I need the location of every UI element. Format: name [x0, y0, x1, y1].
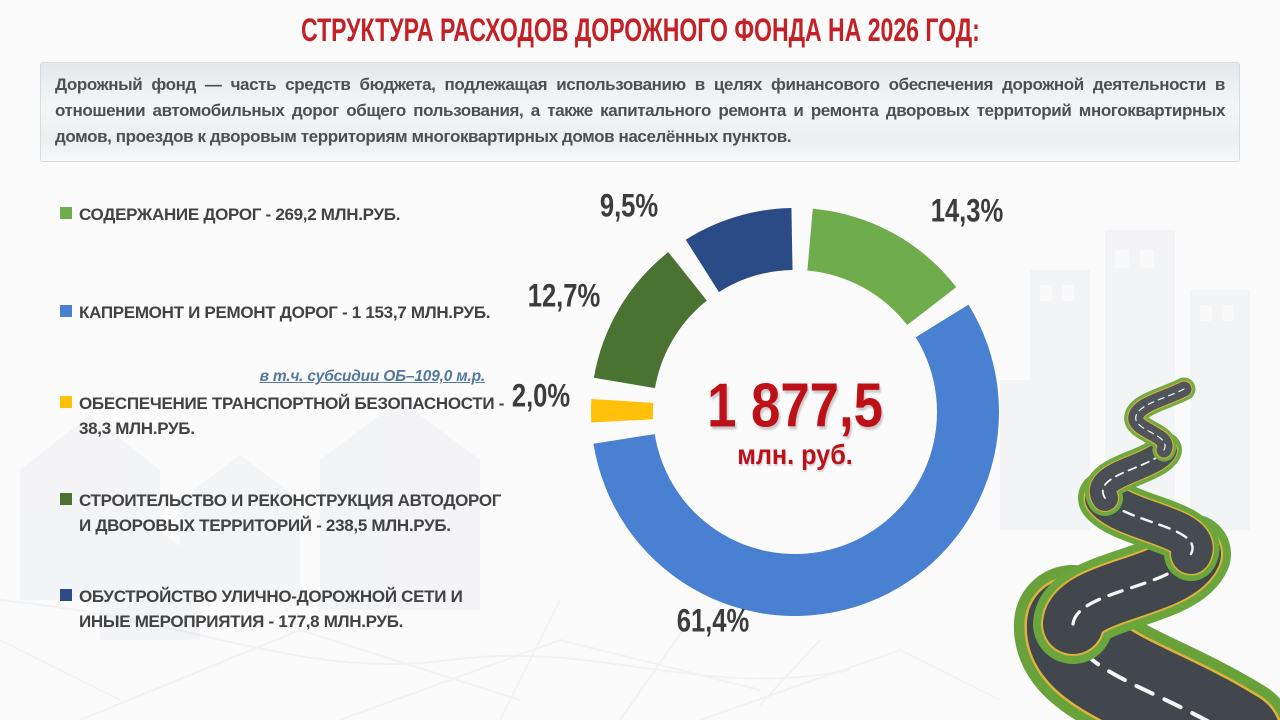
donut-total-unit: млн. руб. — [737, 439, 853, 470]
subsidy-note: в т.ч. субсидии ОБ–109,0 м.р. — [259, 368, 486, 385]
definition-box: Дорожный фонд — часть средств бюджета, п… — [40, 62, 1240, 162]
definition-text: Дорожный фонд — часть средств бюджета, п… — [55, 75, 1225, 146]
legend-label: СТРОИТЕЛЬСТВО И РЕКОНСТРУКЦИЯ АВТОДОРОГ … — [79, 491, 502, 535]
page-title: СТРУКТУРА РАСХОДОВ ДОРОЖНОГО ФОНДА НА 20… — [300, 12, 980, 48]
donut-chart — [591, 208, 999, 616]
pct-label-overhaul-repair: 61,4% — [676, 602, 750, 639]
pct-label-transport-safety: 2,0% — [511, 377, 571, 414]
legend-item-transport-safety: ОБЕСПЕЧЕНИЕ ТРАНСПОРТНОЙ БЕЗОПАСНОСТИ - … — [60, 391, 504, 441]
legend-bullet-dark-green — [60, 493, 72, 505]
legend-bullet-yellow — [60, 396, 72, 408]
donut-segment-1 — [593, 304, 999, 616]
road-illustration — [1014, 377, 1280, 720]
legend-bullet-green — [60, 207, 72, 219]
donut-segment-4 — [685, 208, 793, 293]
legend-label: КАПРЕМОНТ И РЕМОНТ ДОРОГ - 1 153,7 МЛН.Р… — [79, 303, 491, 322]
legend-label: СОДЕРЖАНИЕ ДОРОГ - 269,2 МЛН.РУБ. — [79, 205, 401, 224]
legend-label: ОБЕСПЕЧЕНИЕ ТРАНСПОРТНОЙ БЕЗОПАСНОСТИ - … — [79, 394, 505, 438]
donut-segment-0 — [807, 208, 957, 326]
legend-bullet-blue — [60, 305, 72, 317]
pct-label-road-maintenance: 14,3% — [930, 192, 1004, 229]
donut-total-value: 1 877,5 — [707, 371, 883, 441]
pct-label-street-network: 9,5% — [599, 187, 659, 224]
legend-label: ОБУСТРОЙСТВО УЛИЧНО-ДОРОЖНОЙ СЕТИ И ИНЫЕ… — [79, 587, 463, 631]
legend-item-street-network: ОБУСТРОЙСТВО УЛИЧНО-ДОРОЖНОЙ СЕТИ И ИНЫЕ… — [60, 584, 463, 634]
donut-segment-3 — [593, 252, 707, 389]
pct-label-construction: 12,7% — [527, 277, 601, 314]
legend-item-overhaul-repair: КАПРЕМОНТ И РЕМОНТ ДОРОГ - 1 153,7 МЛН.Р… — [60, 300, 490, 325]
donut-segment-2 — [591, 398, 654, 423]
legend-item-road-maintenance: СОДЕРЖАНИЕ ДОРОГ - 269,2 МЛН.РУБ. — [60, 202, 400, 227]
legend-item-construction-reconstruction: СТРОИТЕЛЬСТВО И РЕКОНСТРУКЦИЯ АВТОДОРОГ … — [60, 488, 501, 538]
legend-bullet-navy — [60, 589, 72, 601]
